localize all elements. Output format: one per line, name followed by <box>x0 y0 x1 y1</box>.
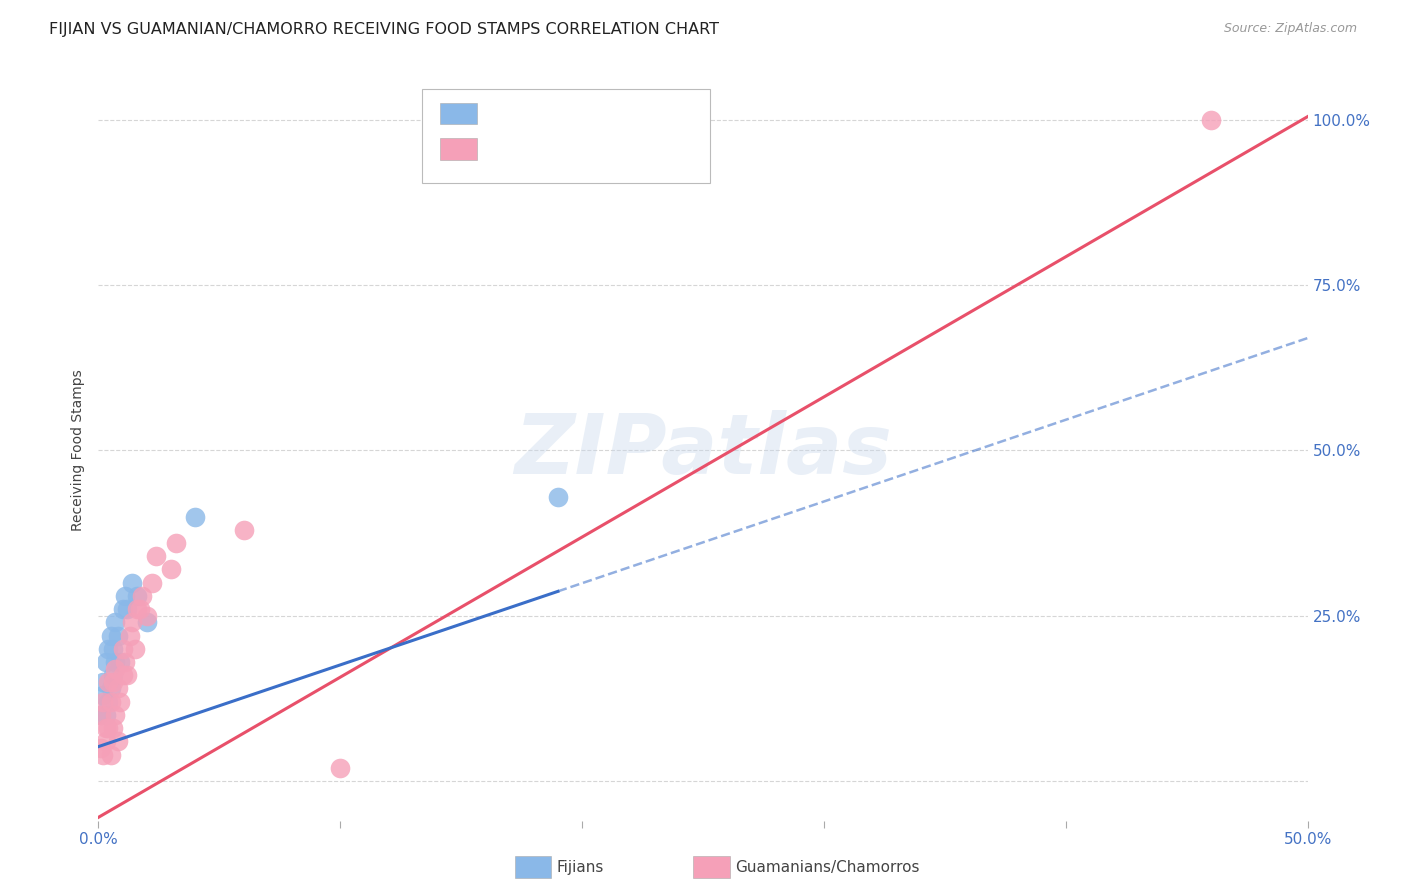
Point <box>90 707 112 722</box>
Point <box>90 740 112 755</box>
Point <box>121 575 143 590</box>
Point <box>160 562 183 576</box>
Point <box>94 721 117 735</box>
Point <box>547 490 569 504</box>
Text: N =: N = <box>560 142 596 156</box>
Text: 23: 23 <box>588 106 610 120</box>
Point <box>184 509 207 524</box>
Point <box>100 681 122 696</box>
Point <box>91 688 114 702</box>
Point <box>117 602 139 616</box>
Point <box>94 734 117 748</box>
Point <box>1199 112 1222 127</box>
Point <box>104 662 127 676</box>
Point <box>114 589 136 603</box>
Text: FIJIAN VS GUAMANIAN/CHAMORRO RECEIVING FOOD STAMPS CORRELATION CHART: FIJIAN VS GUAMANIAN/CHAMORRO RECEIVING F… <box>49 22 720 37</box>
Point <box>118 629 141 643</box>
Point <box>111 641 134 656</box>
Point <box>90 707 112 722</box>
Point <box>128 602 150 616</box>
Text: Fijians: Fijians <box>557 860 605 874</box>
Point <box>94 707 117 722</box>
Point <box>107 681 129 696</box>
Point <box>111 668 134 682</box>
Point <box>101 721 124 735</box>
Point <box>108 655 131 669</box>
Point <box>107 734 129 748</box>
Text: ZIPatlas: ZIPatlas <box>515 410 891 491</box>
Point <box>97 721 120 735</box>
Point <box>145 549 167 564</box>
Point <box>124 641 146 656</box>
Point <box>91 747 114 762</box>
Text: 0.583: 0.583 <box>512 106 562 120</box>
Point <box>101 674 124 689</box>
Point <box>111 602 134 616</box>
Text: Guamanians/Chamorros: Guamanians/Chamorros <box>735 860 920 874</box>
Text: N =: N = <box>560 106 596 120</box>
Text: Source: ZipAtlas.com: Source: ZipAtlas.com <box>1223 22 1357 36</box>
Point <box>104 655 127 669</box>
Point <box>131 589 153 603</box>
Point <box>104 707 127 722</box>
Point <box>94 655 117 669</box>
Point <box>107 629 129 643</box>
Point <box>97 641 120 656</box>
Point <box>117 668 139 682</box>
Y-axis label: Receiving Food Stamps: Receiving Food Stamps <box>72 369 86 532</box>
Text: 35: 35 <box>588 142 610 156</box>
Point <box>329 761 352 775</box>
Text: 0.840: 0.840 <box>512 142 562 156</box>
Point <box>127 602 149 616</box>
Point <box>165 536 187 550</box>
Point <box>104 615 127 630</box>
Point <box>232 523 254 537</box>
Text: R =: R = <box>482 106 517 120</box>
Point <box>101 668 124 682</box>
Point <box>135 615 157 630</box>
Point <box>108 695 131 709</box>
Point <box>141 575 163 590</box>
Point <box>101 641 124 656</box>
Point <box>100 747 122 762</box>
Text: R =: R = <box>482 142 517 156</box>
Point <box>97 695 120 709</box>
Point <box>97 674 120 689</box>
Point <box>127 589 149 603</box>
Point <box>114 655 136 669</box>
Point <box>100 629 122 643</box>
Point <box>135 608 157 623</box>
Point <box>91 674 114 689</box>
Point <box>91 695 114 709</box>
Point <box>100 695 122 709</box>
Point <box>121 615 143 630</box>
